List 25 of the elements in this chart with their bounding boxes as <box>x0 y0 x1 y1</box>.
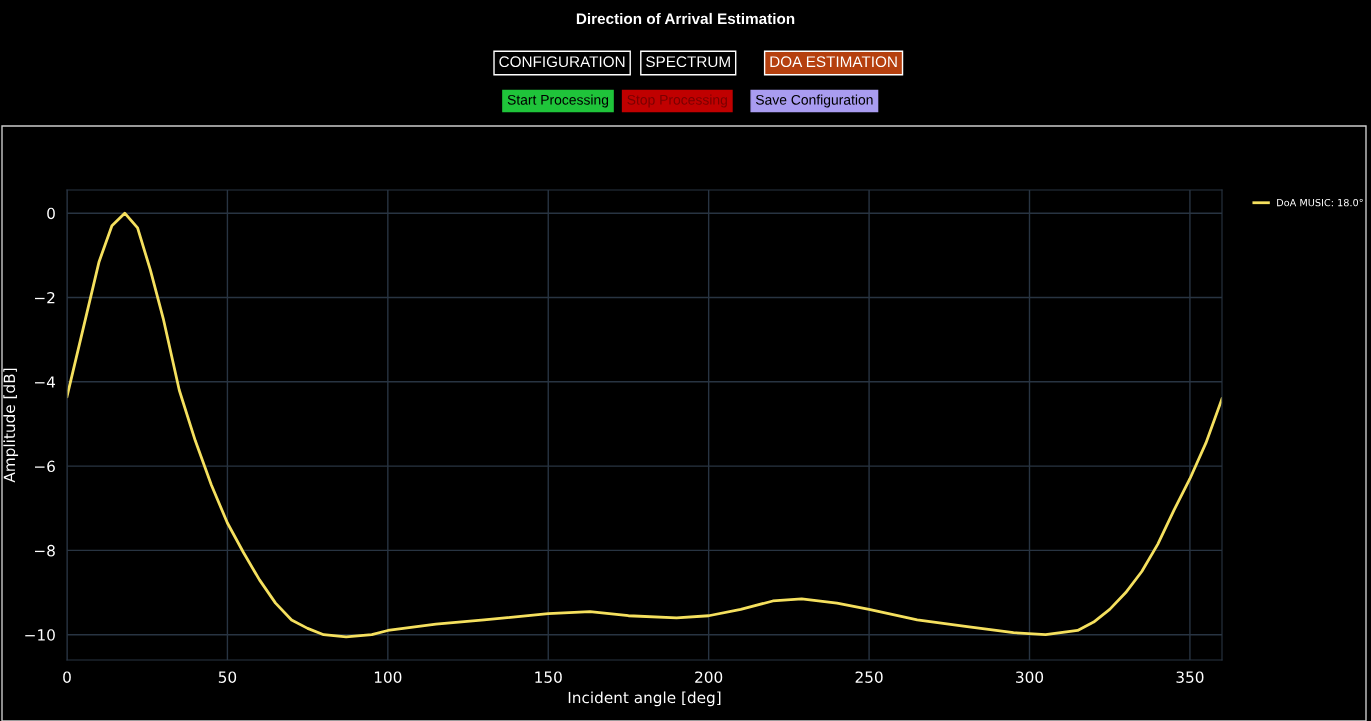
y-tick-label: −6 <box>34 460 55 473</box>
x-tick-label: 150 <box>535 671 562 683</box>
text: SPECTRUM <box>646 56 730 68</box>
x-tick-label: 100 <box>374 671 402 683</box>
y-tick-label: −10 <box>25 629 55 641</box>
x-axis-title: Incident angle [deg] <box>568 691 721 707</box>
y-tick-label: −4 <box>34 376 56 388</box>
line-series <box>67 211 1222 639</box>
x-tick-label: 350 <box>1176 671 1204 683</box>
x-tick-label: 50 <box>218 671 237 683</box>
x-tick-label: 300 <box>1016 671 1044 683</box>
x-tick-label: 0 <box>63 671 71 683</box>
y-axis-title: Amplitude [dB] <box>3 368 19 483</box>
chart-title: Direction of Arrival Estimation <box>576 12 795 25</box>
text: DOA ESTIMATION <box>770 56 897 68</box>
x-tick-label: 250 <box>855 671 883 683</box>
y-tick-label: −2 <box>34 291 55 304</box>
text: Save Configuration <box>755 94 873 108</box>
text: Stop Processing <box>627 94 727 108</box>
text: CONFIGURATION <box>499 56 625 68</box>
legend-label: DoA MUSIC: 18.0° <box>1277 198 1363 207</box>
x-tick-label: 200 <box>695 671 723 683</box>
y-tick-label: −8 <box>34 544 55 557</box>
text: Start Processing <box>507 94 609 108</box>
y-tick-label: 0 <box>47 207 55 220</box>
